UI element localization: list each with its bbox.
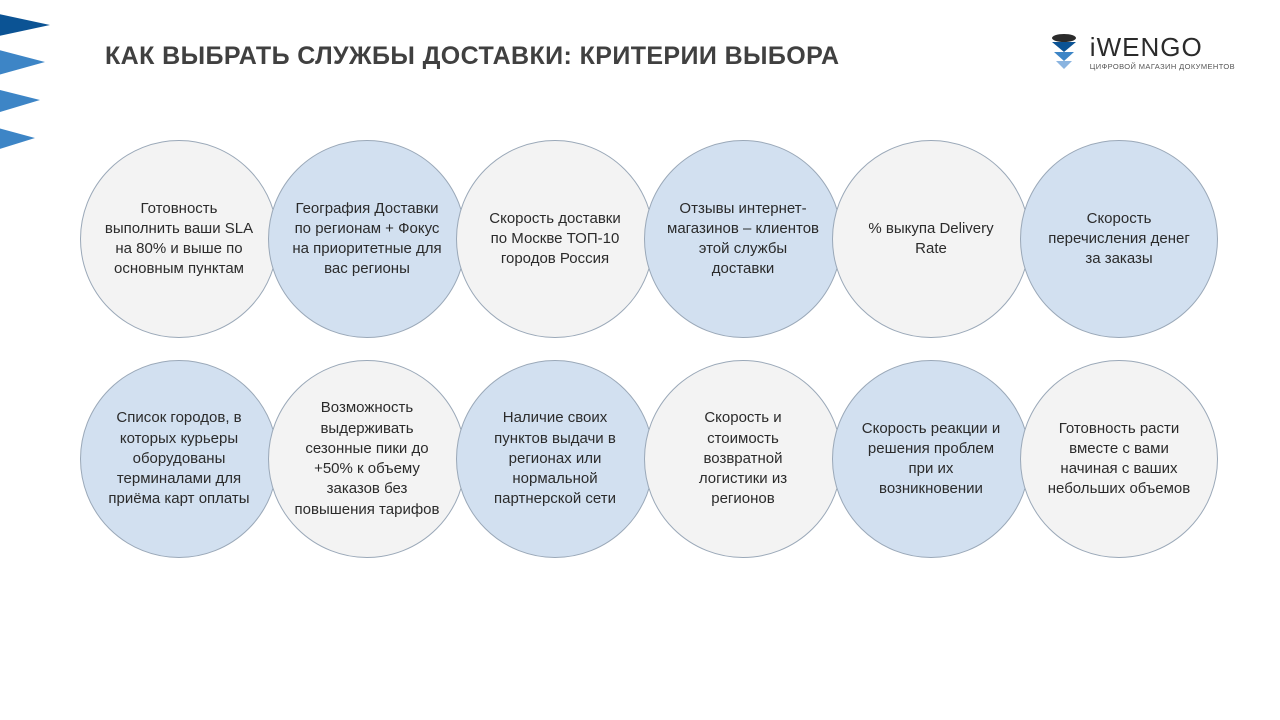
circle-text: Наличие своих пунктов выдачи в регионах …: [479, 408, 631, 509]
logo-icon: [1046, 32, 1082, 72]
circle-text: Скорость доставки по Москве ТОП-10 город…: [479, 209, 631, 270]
criteria-circle: Отзывы интернет-магазинов – клиентов это…: [644, 140, 842, 338]
criteria-circle: Готовность расти вместе с вами начиная с…: [1020, 360, 1218, 558]
page-title: КАК ВЫБРАТЬ СЛУЖБЫ ДОСТАВКИ: КРИТЕРИИ ВЫ…: [105, 42, 839, 71]
logo-subtext: ЦИФРОВОЙ МАГАЗИН ДОКУМЕНТОВ: [1090, 62, 1235, 71]
criteria-circle: Наличие своих пунктов выдачи в регионах …: [456, 360, 654, 558]
circle-text: География Доставки по регионам + Фокус н…: [291, 199, 443, 280]
circle-text: Скорость реакции и решения проблем при и…: [855, 419, 1007, 500]
logo-text: iWENGO: [1090, 34, 1235, 60]
criteria-circle: Готовность выполнить ваши SLA на 80% и в…: [80, 140, 278, 338]
circle-text: Список городов, в которых курьеры оборуд…: [103, 408, 255, 509]
criteria-circle: % выкупа Delivery Rate: [832, 140, 1030, 338]
logo: iWENGO ЦИФРОВОЙ МАГАЗИН ДОКУМЕНТОВ: [1046, 32, 1235, 72]
circle-text: Возможность выдерживать сезонные пики до…: [291, 398, 443, 520]
circle-text: % выкупа Delivery Rate: [855, 219, 1007, 260]
corner-decoration: [0, 0, 90, 180]
circle-text: Скорость перечисления денег за заказы: [1043, 209, 1195, 270]
criteria-circle: Возможность выдерживать сезонные пики до…: [268, 360, 466, 558]
criteria-circle: Список городов, в которых курьеры оборуд…: [80, 360, 278, 558]
circle-text: Отзывы интернет-магазинов – клиентов это…: [667, 199, 819, 280]
criteria-circle: География Доставки по регионам + Фокус н…: [268, 140, 466, 338]
circle-row-1: Готовность выполнить ваши SLA на 80% и в…: [80, 140, 1218, 338]
criteria-circle: Скорость реакции и решения проблем при и…: [832, 360, 1030, 558]
criteria-circle: Скорость и стоимость возвратной логистик…: [644, 360, 842, 558]
circle-text: Готовность выполнить ваши SLA на 80% и в…: [103, 199, 255, 280]
circle-text: Готовность расти вместе с вами начиная с…: [1043, 419, 1195, 500]
criteria-circle: Скорость перечисления денег за заказы: [1020, 140, 1218, 338]
circle-row-2: Список городов, в которых курьеры оборуд…: [80, 360, 1218, 558]
circle-text: Скорость и стоимость возвратной логистик…: [667, 408, 819, 509]
criteria-circle: Скорость доставки по Москве ТОП-10 город…: [456, 140, 654, 338]
